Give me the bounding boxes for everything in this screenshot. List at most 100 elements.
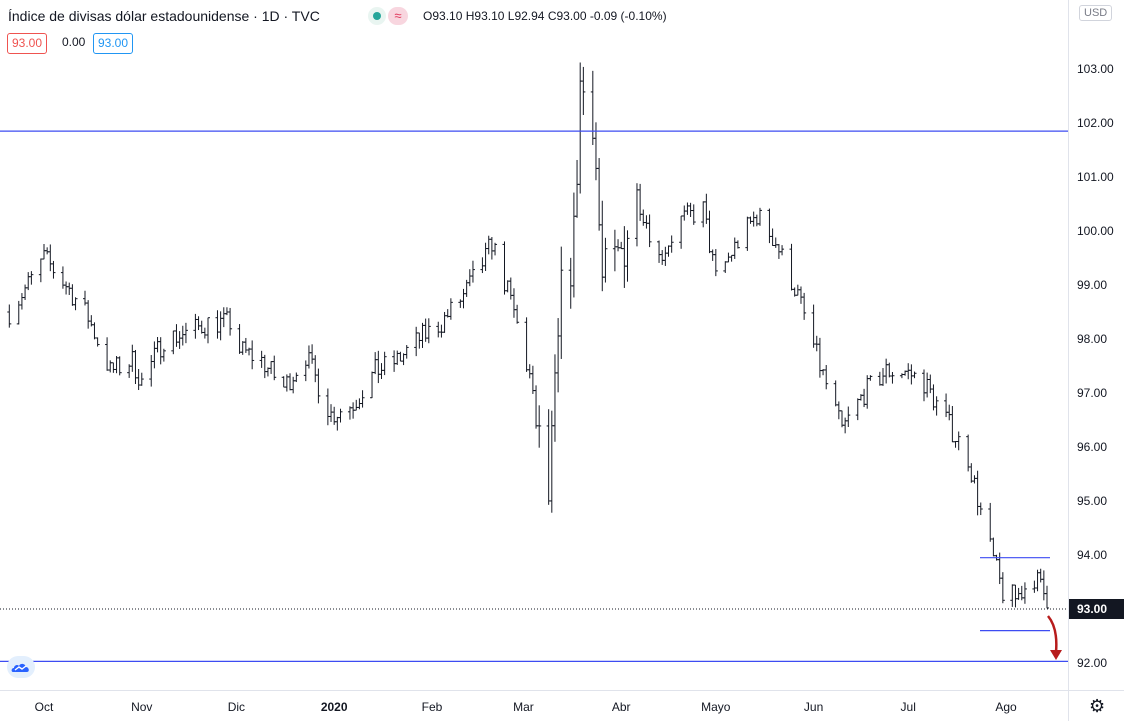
- price-axis[interactable]: USD 103.00 102.00 101.00 100.00 99.00 98.00 97…: [1068, 0, 1124, 690]
- ohlc-bar: [117, 356, 122, 376]
- ohlc-bar: [338, 408, 343, 423]
- ohlc-bar: [139, 372, 144, 386]
- cloud-icon: [11, 663, 29, 672]
- open-value: 93.10: [432, 9, 463, 23]
- ohlc-bar: [767, 208, 772, 244]
- ohlc-bar: [1045, 585, 1050, 609]
- price-tick: 95.00: [1077, 494, 1108, 508]
- ohlc-bar: [310, 344, 315, 364]
- ohlc-bar: [802, 292, 807, 320]
- ohlc-bar: [86, 300, 91, 329]
- ohlc-bar: [534, 385, 539, 429]
- time-tick: Mar: [513, 700, 534, 714]
- chart-settings-cell[interactable]: ⚙: [1068, 690, 1124, 721]
- ohlc-bar: [250, 340, 255, 370]
- ohlc-bar: [909, 364, 914, 385]
- ohlc-bar: [483, 242, 488, 271]
- ohlc-bar: [404, 345, 409, 359]
- ohlc-bar: [508, 277, 513, 300]
- down-arrow-icon[interactable]: [1047, 615, 1058, 653]
- ohlc-bar: [556, 318, 561, 393]
- price-chart[interactable]: [0, 0, 1068, 690]
- ohlc-bar: [155, 337, 160, 353]
- ohlc-bar: [713, 249, 718, 277]
- ohlc-bar: [928, 374, 933, 394]
- ohlc-bar: [966, 434, 971, 472]
- ohlc-bar: [663, 246, 668, 266]
- ohlc-bar: [890, 371, 895, 384]
- ohlc-bar: [1000, 572, 1005, 604]
- ohlc-bar: [757, 207, 762, 226]
- ohlc-bar: [199, 320, 204, 334]
- ohlc-bar: [638, 183, 643, 221]
- ohlc-bar: [884, 358, 889, 384]
- ohlc-bar: [467, 269, 472, 287]
- ohlc-bar: [701, 201, 706, 228]
- ohlc-bar: [177, 331, 182, 349]
- ohlc-bar: [262, 354, 267, 379]
- ohlc-bar: [448, 298, 453, 320]
- gear-icon[interactable]: ⚙: [1089, 696, 1106, 716]
- ohlc-bar: [732, 237, 737, 259]
- time-tick: Ago: [995, 700, 1017, 714]
- ohlc-bar: [846, 406, 851, 427]
- time-axis[interactable]: Oct Nov Dic 2020 Feb Mar Abr Mayo Jun Jul Ago: [0, 690, 1068, 721]
- ohlc-bar: [603, 237, 608, 283]
- ohlc-bar: [306, 345, 311, 369]
- last-price-box[interactable]: 93.00: [7, 33, 48, 54]
- ohlc-bar: [114, 356, 119, 374]
- symbol-title[interactable]: Índice de divisas dólar estadounidense ·…: [8, 8, 320, 24]
- ohlc-bar: [379, 363, 384, 380]
- ohlc-bar: [972, 475, 977, 484]
- ohlc-bar: [73, 297, 78, 311]
- ohlc-bar: [568, 257, 573, 309]
- price-tick: 92.00: [1077, 656, 1108, 670]
- ohlc-bar: [865, 375, 870, 409]
- ohlc-bar: [691, 204, 696, 225]
- ohlc-bar: [956, 431, 961, 451]
- ohlc-bar: [370, 371, 375, 399]
- ohlc-bar: [215, 310, 220, 339]
- ohlc-bar: [616, 239, 621, 252]
- ohlc-bar: [944, 393, 949, 418]
- ohlc-bar: [546, 409, 551, 505]
- ohlc-bar: [335, 416, 340, 431]
- ohlc-bar: [988, 502, 993, 542]
- ohlc-bar: [1022, 582, 1027, 604]
- ohlc-bar: [877, 371, 882, 386]
- ohlc-bar: [489, 237, 494, 260]
- ohlc-bar: [868, 375, 873, 381]
- ohlc-bar: [461, 288, 466, 309]
- ohlc-bar: [95, 337, 100, 347]
- ohlc-bar: [149, 355, 154, 387]
- ohlc-bar: [950, 406, 955, 443]
- price-tick: 103.00: [1077, 62, 1114, 76]
- currency-label[interactable]: USD: [1079, 5, 1113, 21]
- ohlc-bar: [824, 365, 829, 390]
- ohlc-bar: [748, 216, 753, 224]
- ohlc-bar: [493, 242, 498, 256]
- ohlc-bar: [644, 215, 649, 229]
- ohlc-bar: [597, 158, 602, 231]
- ohlc-bar: [921, 369, 926, 402]
- buy-price-box[interactable]: 93.00: [93, 33, 134, 54]
- ohlc-bar: [347, 406, 352, 420]
- ohlc-bar: [666, 245, 671, 257]
- ohlc-bar: [291, 376, 296, 394]
- ohlc-bar: [442, 311, 447, 333]
- tradingview-logo-button[interactable]: [7, 656, 35, 678]
- ohlc-bar: [19, 293, 24, 310]
- ohlc-bar: [398, 351, 403, 362]
- chart-pane[interactable]: Índice de divisas dólar estadounidense ·…: [0, 0, 1068, 690]
- ohlc-bar: [975, 470, 980, 516]
- price-tick: 94.00: [1077, 548, 1108, 562]
- ohlc-bar: [376, 350, 381, 384]
- ohlc-bar: [622, 226, 627, 288]
- ohlc-bar: [316, 368, 321, 404]
- ohlc-bar: [855, 398, 860, 421]
- price-tick: 98.00: [1077, 332, 1108, 346]
- ohlc-bar: [502, 241, 507, 295]
- ohlc-bar: [23, 284, 28, 300]
- ohlc-bar: [515, 304, 520, 324]
- ohlc-bar: [228, 307, 233, 336]
